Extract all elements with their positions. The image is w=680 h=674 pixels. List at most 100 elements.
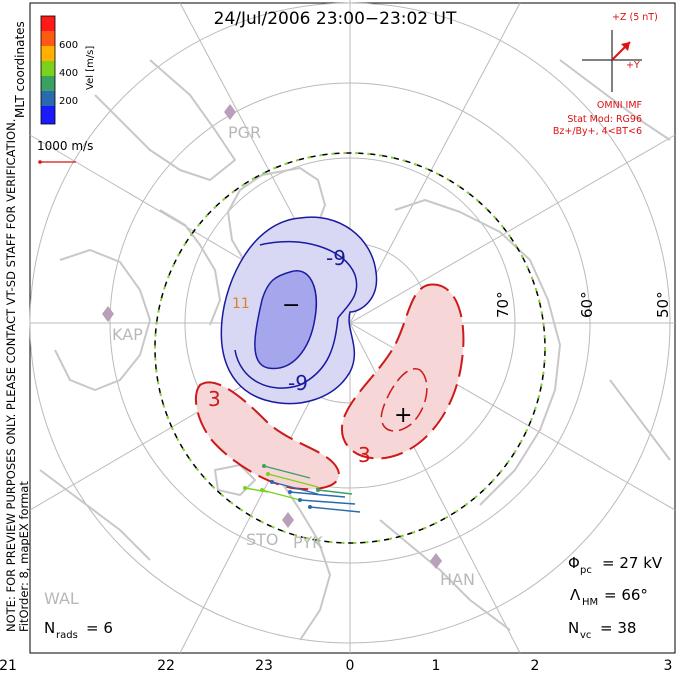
colorbar-tick-200: 200 [59,96,78,107]
mlt-axis: 21 22 23 0 1 2 3 [0,658,672,674]
potential-extrema: − + [282,293,412,428]
mlt-tick-1: 1 [432,658,441,674]
negative-contour-9 [234,241,358,389]
stat-lambda-symbol: Λ [570,586,581,604]
positive-cell-dusk [194,381,340,491]
station-marker-sto [282,512,294,528]
hm-boundary-points [154,152,546,544]
preview-note: NOTE: FOR PREVIEW PURPOSES ONLY. PLEASE … [4,119,18,632]
imf-source: OMNI IMF [597,100,642,111]
station-label-pgr: PGR [228,123,261,142]
potential-min-mark: − [282,293,300,318]
positive-cell-dawn [340,283,465,460]
colorbar-segment [41,61,55,76]
stat-nrads-symbol: N [44,619,55,637]
colorbar-frame [40,15,56,125]
negative-cell-inner [254,270,317,370]
coastline-alaska [94,59,236,181]
velocity-vector-origin [298,498,302,502]
positive-cell-dusk-outer [194,381,340,491]
coastline-canada-arch [159,209,221,326]
mlt-line-diag-5 [349,134,676,324]
colorbar-ticks: 600 400 200 [59,40,78,107]
vector-scale-origin [38,160,42,164]
velocity-vector-origin [266,472,270,476]
coastline-siberia-arc [394,199,561,506]
station-label-wal: WAL [44,589,79,608]
stat-nvc-sub: vc [580,630,591,641]
station-label-kap: KAP [112,325,143,344]
mlt-coordinates-label: MLT coordinates [13,21,27,118]
map-title: 24/Jul/2006 23:00−23:02 UT [214,9,457,29]
imf-y-label: +Y [626,60,640,71]
velocity-vector-origin [262,464,266,468]
stat-n-rads: N rads = 6 [44,619,113,641]
stat-n-vc: N vc = 38 [568,619,636,641]
station-label-sto: STO [246,530,279,549]
colorbar-tick-600: 600 [59,40,78,51]
stat-phi-symbol: Φ [568,554,580,572]
station-marker-pgr [224,104,236,120]
coastline-southwest [39,469,151,561]
mlt-tick-22: 22 [157,658,175,674]
stat-nvc-symbol: N [568,619,579,637]
velocity-vector [263,465,311,479]
contour-label-pos-dawn: 3 [358,443,371,467]
colorbar-label: Vel [m/s] [85,46,96,90]
velocity-vector-origin [316,488,320,492]
velocity-vector-origin [243,486,247,490]
mlt-line-diag-1 [349,2,521,324]
positive-cell-dawn-inner [380,368,428,432]
vector-scale-label: 1000 m/s [37,139,93,153]
stat-phi-pc: Φ pc = 27 kV [568,554,663,576]
stat-nvc-value: = 38 [600,619,636,637]
colorbar-segment [41,76,55,91]
imf-model: Stat Mod: RG96 [567,114,642,125]
imf-labels: +Z (5 nT) +Y OMNI IMF Stat Mod: RG96 Bz+… [553,12,658,137]
imf-condition: Bz+/By+, 4<BT<6 [553,126,642,137]
station-markers [102,104,442,569]
colorbar-segment [41,106,55,124]
velocity-vector-origin [308,505,312,509]
latitude-labels: 70° 60° 50° [494,291,672,318]
contour-label-neg-lower: -9 [288,371,308,395]
velocity-vector [317,489,353,495]
station-labels: PGR KAP STO PYK HAN WAL [44,123,475,608]
mlt-tick-2: 2 [531,658,540,674]
negative-cell [220,216,378,405]
velocity-vector [309,506,361,513]
contour-label-pos-dusk: 3 [208,387,221,411]
mlt-tick-23: 23 [255,658,273,674]
coastline-east [609,379,671,461]
mlt-tick-21: 21 [0,658,17,674]
mlt-tick-0: 0 [346,658,355,674]
velocity-vector [244,487,269,493]
stat-nrads-value: = 6 [86,619,113,637]
fit-order-note: FitOrder: 8, mapEX format [17,481,31,632]
velocity-colorbar [40,15,56,125]
station-label-pyk: PYK [293,533,323,552]
coastline-iceland [214,464,256,496]
velocity-vectors [243,464,361,513]
mlt-tick-3: 3 [664,658,673,674]
velocity-vector [267,473,319,488]
positive-cell-dawn-outer [340,283,465,460]
contour-label-pos-small: 11 [232,296,250,312]
contour-labels: -9 -9 3 3 11 [208,246,371,467]
stat-nrads-sub: rads [56,630,78,641]
colorbar-segment [41,91,55,106]
contour-label-neg-upper: -9 [326,246,346,270]
latitude-label-60: 60° [578,291,596,318]
velocity-vector-origin [260,488,264,492]
coastline-hudson [54,249,151,391]
velocity-vector [261,489,301,501]
station-marker-kap [102,306,114,322]
station-marker-han [430,553,442,569]
stat-lambda-value: = 66° [604,586,648,604]
stat-lambda-sub: HM [582,597,598,608]
stat-lambda-hm: Λ HM = 66° [570,586,648,608]
imf-z-label: +Z (5 nT) [612,12,658,23]
velocity-vector-origin [270,480,274,484]
imf-clock [582,30,642,92]
